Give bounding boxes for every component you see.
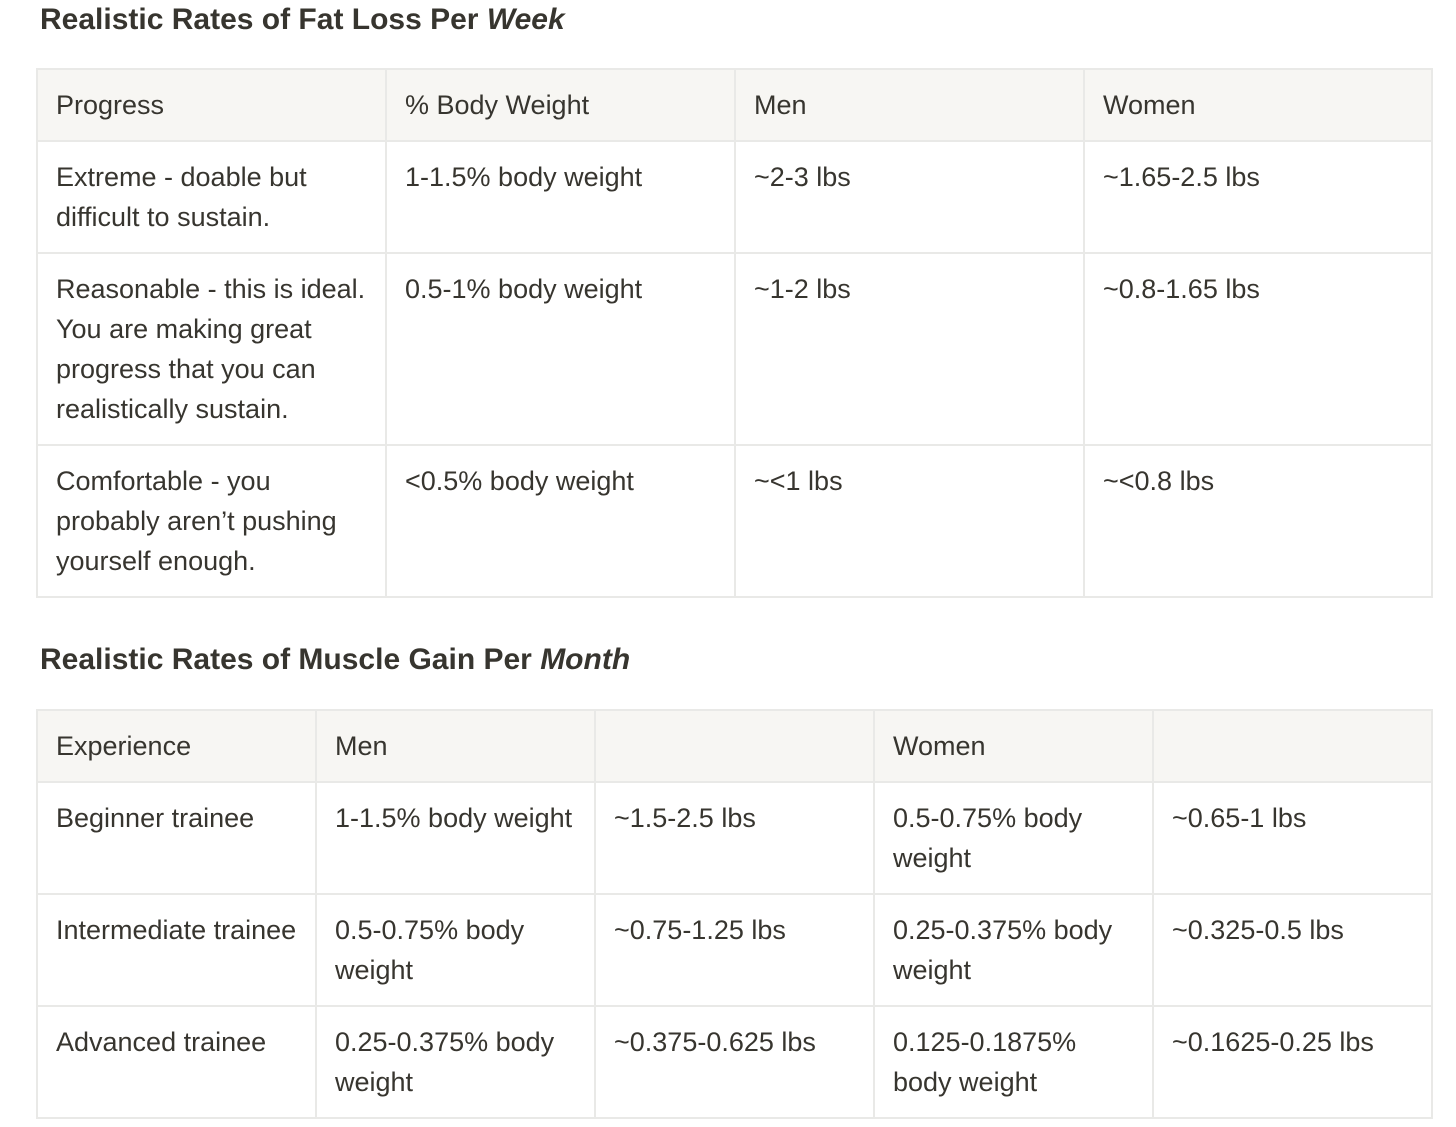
- fat-loss-heading: Realistic Rates of Fat Loss Per Week: [40, 0, 565, 40]
- muscle-gain-table: Experience Men Women Beginner trainee 1-…: [36, 709, 1433, 1119]
- table-row: Beginner trainee 1-1.5% body weight ~1.5…: [36, 781, 1433, 895]
- men-percent-cell: 0.25-0.375% body weight: [315, 1005, 596, 1119]
- table-row: Extreme - doable but difficult to sustai…: [36, 140, 1433, 254]
- experience-cell: Advanced trainee: [36, 1005, 317, 1119]
- men-percent-cell: 1-1.5% body weight: [315, 781, 596, 895]
- column-header-men-lbs: [594, 709, 875, 783]
- column-header-body-weight: % Body Weight: [385, 68, 736, 142]
- women-lbs-cell: ~0.325-0.5 lbs: [1152, 893, 1433, 1007]
- muscle-gain-heading-emphasis: Month: [540, 643, 631, 676]
- body-weight-cell: 0.5-1% body weight: [385, 252, 736, 446]
- table-header-row: Experience Men Women: [36, 709, 1433, 783]
- men-percent-cell: 0.5-0.75% body weight: [315, 893, 596, 1007]
- men-cell: ~1-2 lbs: [734, 252, 1085, 446]
- women-lbs-cell: ~0.1625-0.25 lbs: [1152, 1005, 1433, 1119]
- women-percent-cell: 0.5-0.75% body weight: [873, 781, 1154, 895]
- column-header-women-lbs: [1152, 709, 1433, 783]
- body-weight-cell: <0.5% body weight: [385, 444, 736, 598]
- experience-cell: Beginner trainee: [36, 781, 317, 895]
- men-lbs-cell: ~1.5-2.5 lbs: [594, 781, 875, 895]
- column-header-women: Women: [1083, 68, 1433, 142]
- women-lbs-cell: ~0.65-1 lbs: [1152, 781, 1433, 895]
- progress-cell: Reasonable - this is ideal. You are maki…: [36, 252, 387, 446]
- column-header-experience: Experience: [36, 709, 317, 783]
- body-weight-cell: 1-1.5% body weight: [385, 140, 736, 254]
- fat-loss-heading-prefix: Realistic Rates of Fat Loss Per: [40, 3, 487, 36]
- men-cell: ~<1 lbs: [734, 444, 1085, 598]
- table-row: Reasonable - this is ideal. You are maki…: [36, 252, 1433, 446]
- women-cell: ~0.8-1.65 lbs: [1083, 252, 1433, 446]
- men-lbs-cell: ~0.375-0.625 lbs: [594, 1005, 875, 1119]
- women-percent-cell: 0.25-0.375% body weight: [873, 893, 1154, 1007]
- column-header-women: Women: [873, 709, 1154, 783]
- progress-cell: Comfortable - you probably aren’t pushin…: [36, 444, 387, 598]
- women-cell: ~1.65-2.5 lbs: [1083, 140, 1433, 254]
- table-row: Advanced trainee 0.25-0.375% body weight…: [36, 1005, 1433, 1119]
- table-header-row: Progress % Body Weight Men Women: [36, 68, 1433, 142]
- men-cell: ~2-3 lbs: [734, 140, 1085, 254]
- column-header-progress: Progress: [36, 68, 387, 142]
- fat-loss-table: Progress % Body Weight Men Women Extreme…: [36, 68, 1433, 598]
- muscle-gain-heading-prefix: Realistic Rates of Muscle Gain Per: [40, 643, 541, 676]
- table-row: Comfortable - you probably aren’t pushin…: [36, 444, 1433, 598]
- experience-cell: Intermediate trainee: [36, 893, 317, 1007]
- women-cell: ~<0.8 lbs: [1083, 444, 1433, 598]
- fat-loss-heading-emphasis: Week: [486, 3, 565, 36]
- muscle-gain-heading: Realistic Rates of Muscle Gain Per Month: [40, 640, 630, 680]
- women-percent-cell: 0.125-0.1875% body weight: [873, 1005, 1154, 1119]
- progress-cell: Extreme - doable but difficult to sustai…: [36, 140, 387, 254]
- column-header-men: Men: [315, 709, 596, 783]
- men-lbs-cell: ~0.75-1.25 lbs: [594, 893, 875, 1007]
- column-header-men: Men: [734, 68, 1085, 142]
- table-row: Intermediate trainee 0.5-0.75% body weig…: [36, 893, 1433, 1007]
